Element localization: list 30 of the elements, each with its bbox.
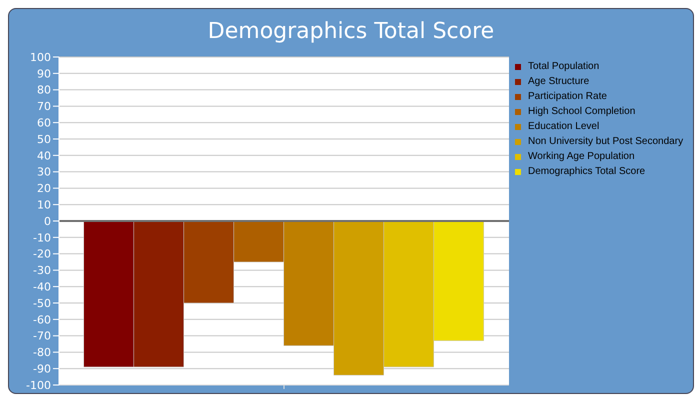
legend-label: Working Age Population	[528, 150, 635, 164]
chart-title: Demographics Total Score	[206, 18, 496, 46]
y-tick-label: 90	[37, 67, 51, 80]
y-tick-label: 10	[37, 198, 51, 212]
y-tick-label: 80	[37, 84, 51, 97]
y-tick-label: -50	[33, 296, 51, 310]
y-tick-label: 60	[37, 116, 51, 130]
y-tick-label: -80	[33, 346, 51, 360]
y-tick-label: -60	[33, 313, 51, 326]
y-tick-label: 0	[44, 214, 51, 228]
y-tick-label: -30	[33, 264, 51, 278]
legend-label: Age Structure	[528, 75, 590, 89]
y-tick-label: 40	[37, 149, 51, 162]
legend-label: Education Level	[528, 120, 600, 134]
legend-label: Participation Rate	[528, 90, 607, 104]
y-tick-label: -10	[33, 231, 51, 244]
y-tick-label: 50	[37, 132, 51, 146]
y-tick-label: 30	[37, 166, 51, 179]
y-tick-label: 20	[37, 182, 51, 196]
y-tick-label: -20	[33, 248, 51, 261]
legend-label: Non University but Post Secondary	[528, 135, 684, 149]
legend-label: Demographics Total Score	[528, 165, 646, 179]
y-tick-label: 100	[30, 50, 51, 64]
y-tick-label: -90	[33, 362, 51, 376]
y-tick-label: -100	[26, 378, 51, 392]
legend-label: High School Completion	[528, 105, 636, 119]
y-tick-label: -70	[33, 330, 51, 343]
y-tick-label: -40	[33, 280, 51, 294]
legend-label: Total Population	[528, 60, 600, 74]
y-tick-label: 70	[37, 100, 51, 114]
